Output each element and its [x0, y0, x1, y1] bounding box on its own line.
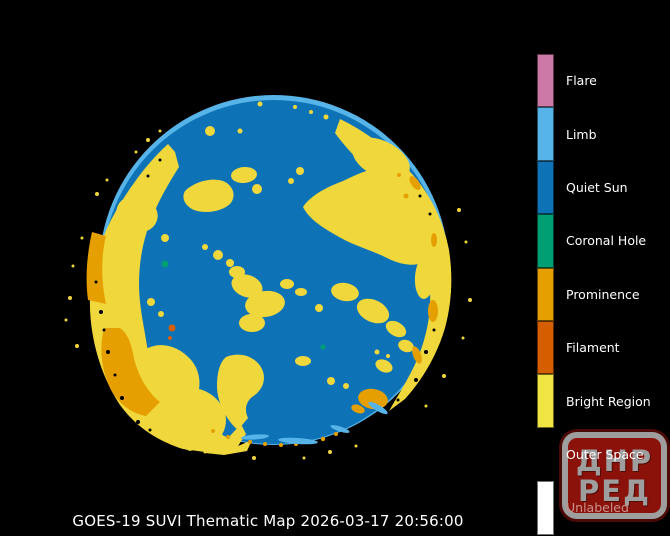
legend-swatch [537, 160, 554, 215]
prominence-regions [86, 173, 438, 447]
coronal-hole-spots [161, 260, 326, 350]
legend-label: Filament [566, 340, 620, 356]
legend-item-bright-region: Bright Region [537, 374, 670, 428]
legend-label: Limb [566, 126, 597, 142]
legend-swatch [537, 54, 554, 108]
legend-item-quiet-sun: Quiet Sun [537, 160, 670, 215]
limb-slivers [241, 401, 388, 445]
watermark-line1: ДНР [575, 443, 654, 478]
legend: Flare Limb Quiet Sun Coronal Hole Promin… [537, 54, 670, 535]
legend-label: Prominence [566, 286, 640, 302]
bright-regions [147, 101, 436, 430]
legend-swatch [537, 320, 554, 375]
legend-swatch [537, 427, 554, 482]
legend-item-outer-space: Outer Space [537, 427, 670, 482]
noise-speckles [94, 158, 436, 432]
watermark-line2: РЕД [578, 473, 651, 508]
legend-swatch [537, 214, 554, 268]
legend-label: Unlabeled [566, 500, 629, 516]
legend-swatch [537, 481, 554, 535]
legend-label: Quiet Sun [566, 179, 628, 195]
filament-spots [168, 324, 176, 340]
legend-label: Outer Space [566, 446, 644, 462]
legend-item-filament: Filament [537, 320, 670, 375]
sun-thematic-image [64, 95, 472, 460]
legend-swatch [537, 107, 554, 161]
legend-item-unlabeled: Unlabeled [537, 481, 670, 535]
legend-item-prominence: Prominence [537, 267, 670, 321]
watermark-logo: ДНР РЕД [562, 432, 667, 519]
image-caption: GOES-19 SUVI Thematic Map 2026-03-17 20:… [72, 512, 464, 530]
legend-item-flare: Flare [537, 54, 670, 108]
legend-item-limb: Limb [537, 107, 670, 161]
legend-label: Flare [566, 73, 597, 89]
legend-item-coronal-hole: Coronal Hole [537, 214, 670, 268]
legend-swatch [537, 374, 554, 428]
legend-label: Bright Region [566, 393, 651, 409]
legend-swatch [537, 267, 554, 321]
legend-label: Coronal Hole [566, 233, 647, 249]
limb-speckles [64, 129, 472, 460]
